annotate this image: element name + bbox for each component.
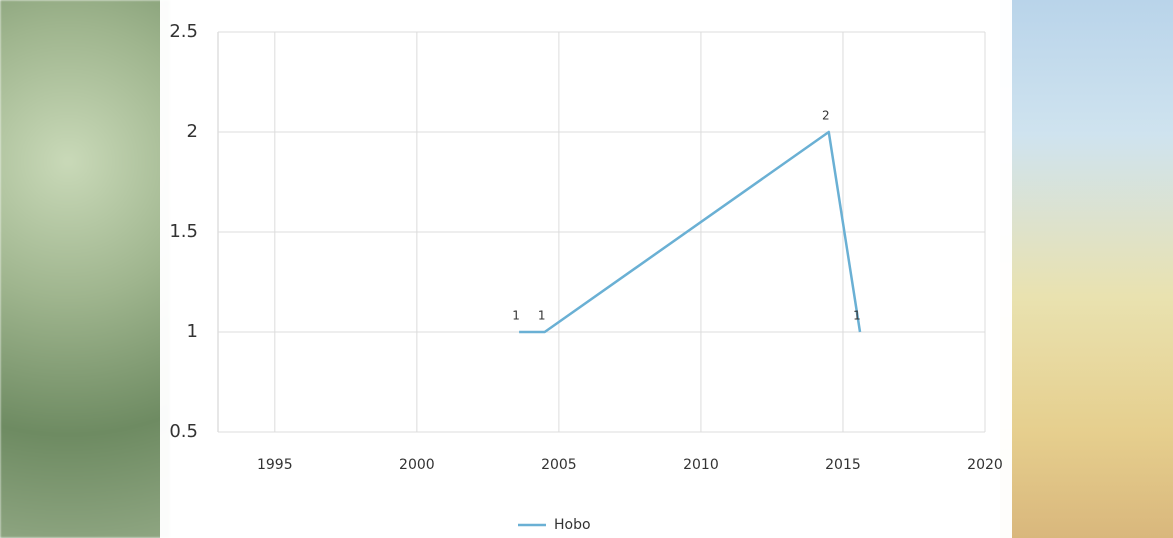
background-photo xyxy=(0,0,170,538)
y-tick-label: 1 xyxy=(187,321,198,342)
x-tick-label: 1995 xyxy=(257,457,293,473)
y-tick-label: 1.5 xyxy=(169,221,198,242)
data-label: 2 xyxy=(822,109,830,123)
data-label: 1 xyxy=(538,309,546,323)
x-tick-label: 2000 xyxy=(399,457,435,473)
y-tick-label: 2 xyxy=(187,121,198,142)
y-tick-label: 2.5 xyxy=(169,21,198,42)
legend-label: Hobo xyxy=(554,517,591,533)
chart-panel xyxy=(160,0,1012,538)
x-tick-label: 2015 xyxy=(825,457,861,473)
background-photo xyxy=(1000,0,1173,538)
y-tick-label: 0.5 xyxy=(169,421,198,442)
data-label: 1 xyxy=(512,309,520,323)
data-label: 1 xyxy=(853,309,861,323)
x-tick-label: 2020 xyxy=(967,457,1003,473)
x-tick-label: 2010 xyxy=(683,457,719,473)
data-line xyxy=(519,130,862,334)
x-tick-label: 2005 xyxy=(541,457,577,473)
